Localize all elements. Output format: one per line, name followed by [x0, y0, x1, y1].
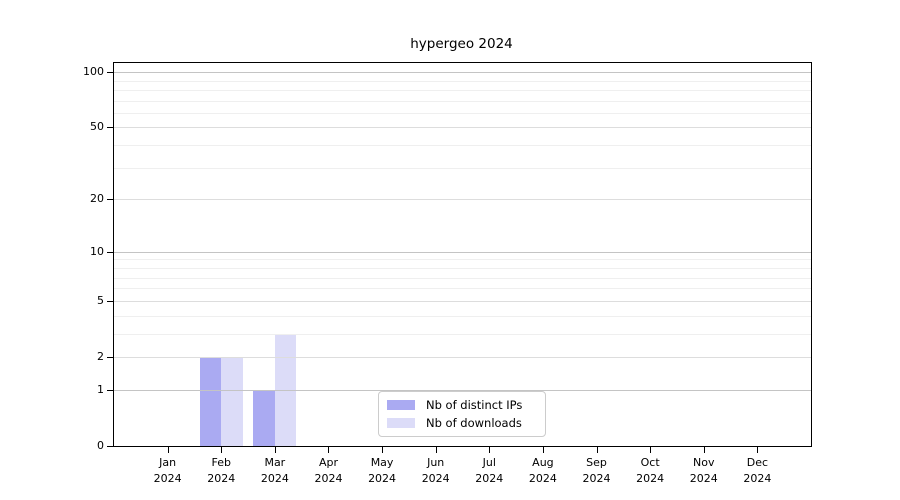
y-gridline-minor	[114, 81, 811, 82]
y-tick-label: 10	[90, 244, 104, 258]
x-tick	[542, 447, 544, 453]
y-tick	[107, 357, 113, 358]
y-gridline-minor	[114, 101, 811, 102]
x-tick-label: Nov 2024	[674, 455, 734, 487]
y-gridline-minor	[114, 259, 811, 260]
plot-area: 0 1 2 5 10 20 50 100 Jan 2024 Feb 2024 Mar 2024 Apr 202…	[83, 62, 812, 485]
x-tick-year: 2024	[314, 472, 343, 485]
x-tick-month: Jul	[482, 456, 496, 469]
y-gridline-minor	[114, 145, 811, 146]
y-tick-label: 50	[90, 120, 104, 134]
x-tick-month: Jun	[427, 456, 445, 469]
y-tick-label: 100	[83, 65, 104, 79]
x-tick-month: Aug	[532, 456, 554, 469]
x-tick-label: Jun 2024	[406, 455, 466, 487]
x-tick-year: 2024	[582, 472, 611, 485]
y-tick	[107, 127, 113, 128]
x-tick	[221, 447, 223, 453]
y-gridline-minor	[114, 113, 811, 114]
x-tick-month: Feb	[211, 456, 231, 469]
y-tick-label: 1	[97, 382, 104, 396]
x-tick-year: 2024	[743, 472, 772, 485]
bar-distinct-ips-feb	[199, 356, 222, 446]
x-tick	[703, 447, 705, 453]
legend-label-downloads: Nb of downloads	[426, 416, 522, 430]
x-tick-year: 2024	[528, 472, 557, 485]
x-tick	[596, 447, 598, 453]
x-tick-month: Nov	[693, 456, 715, 469]
x-tick-label: Jul 2024	[459, 455, 519, 487]
y-tick	[107, 301, 113, 302]
legend-swatch-distinct-ips	[387, 400, 415, 410]
x-tick-label: Apr 2024	[298, 455, 358, 487]
x-tick-label: Sep 2024	[567, 455, 627, 487]
x-tick-month: Sep	[586, 456, 607, 469]
x-tick-label: Oct 2024	[620, 455, 680, 487]
x-tick-label: Dec 2024	[727, 455, 787, 487]
bar-distinct-ips-mar	[253, 389, 275, 446]
y-tick-label: 0	[97, 439, 104, 452]
legend: Nb of distinct IPs Nb of downloads	[378, 391, 546, 437]
y-gridline-minor	[114, 288, 811, 289]
y-gridline-minor	[114, 316, 811, 317]
bar-downloads-mar	[274, 333, 297, 446]
x-tick-year: 2024	[260, 472, 289, 485]
x-tick-year: 2024	[153, 472, 182, 485]
y-gridline-major	[114, 127, 811, 128]
y-tick	[107, 72, 113, 73]
y-gridline-major	[114, 252, 811, 253]
x-tick-month: Mar	[264, 456, 286, 469]
y-gridline-major	[114, 390, 811, 391]
x-tick-month: Dec	[746, 456, 769, 469]
x-tick-month: May	[370, 456, 394, 469]
y-tick-label: 20	[90, 192, 104, 206]
x-tick-year: 2024	[636, 472, 665, 485]
x-tick-year: 2024	[207, 472, 236, 485]
y-tick	[107, 199, 113, 200]
x-tick	[435, 447, 437, 453]
x-tick	[274, 447, 276, 453]
y-tick	[107, 252, 113, 253]
x-tick-month: Apr	[318, 456, 338, 469]
x-tick	[757, 447, 759, 453]
y-tick-label: 2	[97, 349, 104, 363]
bar-downloads-feb	[221, 356, 243, 446]
y-gridline-minor	[114, 268, 811, 269]
x-tick	[167, 447, 169, 453]
legend-item-downloads: Nb of downloads	[387, 416, 537, 430]
legend-swatch-downloads	[387, 418, 415, 428]
y-tick	[107, 446, 113, 447]
chart-title: hypergeo 2024	[410, 36, 513, 52]
x-tick-year: 2024	[475, 472, 504, 485]
y-gridline-minor	[114, 278, 811, 279]
x-tick-label: Mar 2024	[245, 455, 305, 487]
legend-item-distinct-ips: Nb of distinct IPs	[387, 398, 537, 412]
x-tick-label: May 2024	[352, 455, 412, 487]
x-tick-year: 2024	[421, 472, 450, 485]
y-gridline-major	[114, 357, 811, 358]
y-tick	[107, 390, 113, 391]
y-gridline-minor	[114, 334, 811, 335]
y-gridline-major	[114, 72, 811, 73]
x-tick-year: 2024	[368, 472, 397, 485]
x-tick-month: Jan	[159, 456, 177, 469]
x-tick	[650, 447, 652, 453]
x-tick	[328, 447, 330, 453]
y-gridline-minor	[114, 168, 811, 169]
x-tick-label: Feb 2024	[191, 455, 251, 487]
y-gridline-major	[114, 199, 811, 200]
x-tick-label: Jan 2024	[138, 455, 198, 487]
x-tick	[382, 447, 384, 453]
y-gridline-major	[114, 301, 811, 302]
x-tick-year: 2024	[689, 472, 718, 485]
y-gridline-minor	[114, 90, 811, 91]
x-tick-month: Oct	[640, 456, 660, 469]
y-tick-label: 5	[97, 293, 104, 307]
x-tick	[489, 447, 491, 453]
legend-label-distinct-ips: Nb of distinct IPs	[426, 398, 523, 412]
x-tick-label: Aug 2024	[513, 455, 573, 487]
